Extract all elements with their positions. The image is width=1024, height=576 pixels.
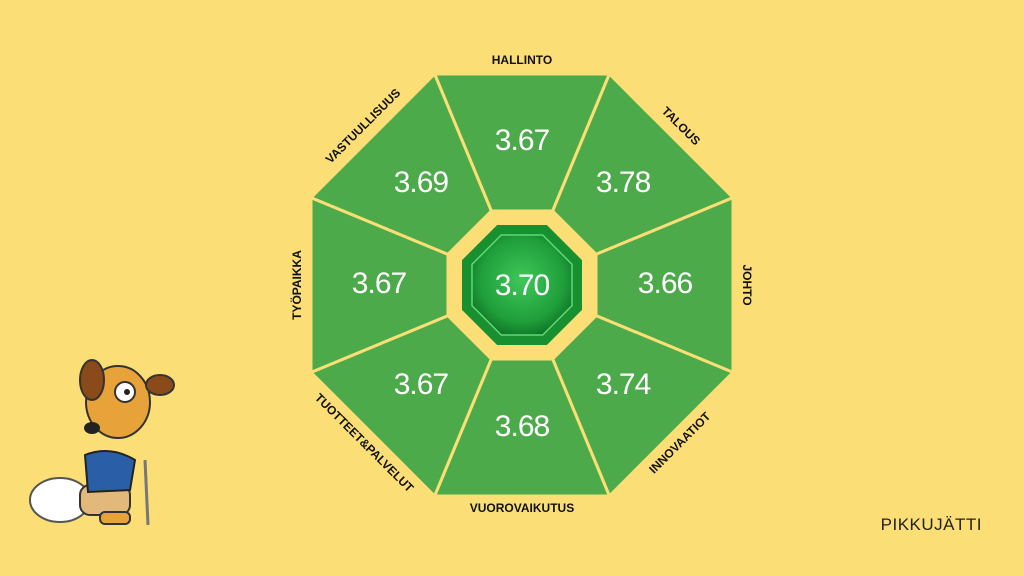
segment-value: 3.66 [638,267,693,300]
segment-value: 3.69 [394,166,449,199]
segment-label: JOHTO [740,264,754,305]
dog-illustration [29,359,175,526]
brand-logo: PIKKUJÄTTI [881,515,982,534]
segment-label: TYÖPAIKKA [289,250,304,320]
segment-value: 3.68 [495,410,550,443]
segment-value: 3.67 [352,267,407,300]
center-gem [471,234,573,336]
segment [309,72,493,256]
segment-value: 3.74 [596,368,651,401]
segment-value: 3.67 [394,368,449,401]
segment-label: VUOROVAIKUTUS [470,501,574,515]
center-value: 3.70 [495,269,550,302]
segment-value: 3.78 [596,166,651,199]
segment-value: 3.67 [495,124,550,157]
segment-label: HALLINTO [492,53,552,67]
